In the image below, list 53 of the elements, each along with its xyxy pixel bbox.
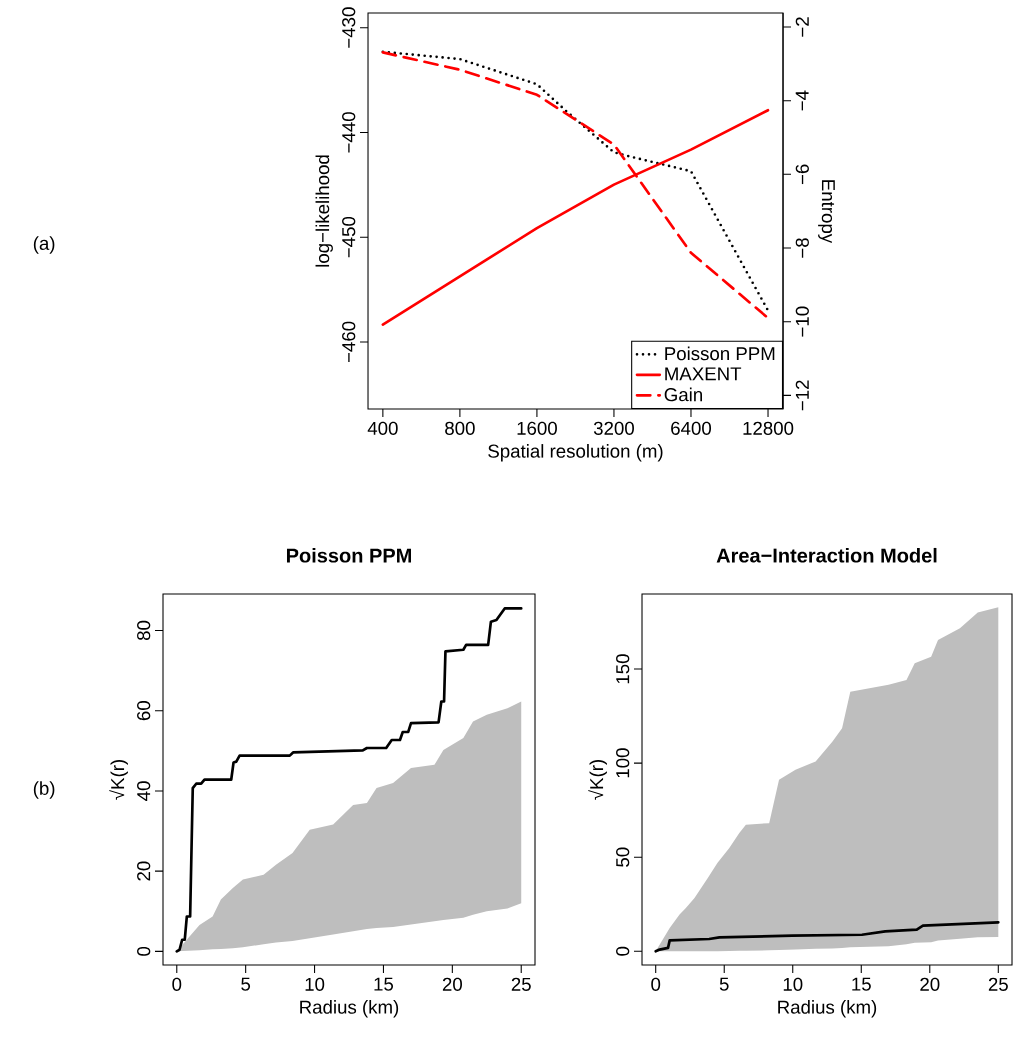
chart-title: Poisson PPM — [287, 547, 411, 563]
x-tick-label: 0 — [172, 977, 182, 991]
x-tick-label: 6400 — [671, 421, 712, 435]
y-tick-label: −430 — [342, 7, 356, 48]
y-axis-title: √K(r) — [109, 759, 128, 800]
y-tick-label: 0 — [616, 946, 630, 956]
x-axis-title: Radius (km) — [300, 1000, 399, 1018]
y2-tick-label: −8 — [795, 238, 809, 258]
x-tick-label: 400 — [367, 421, 398, 435]
legend-label: Gain — [664, 387, 702, 402]
x-tick-label: 12800 — [743, 421, 794, 435]
y-tick-label: 50 — [616, 847, 630, 867]
y-tick-label: 0 — [137, 946, 151, 956]
x-tick-label: 5 — [241, 977, 251, 991]
x-tick-label: 10 — [783, 977, 803, 991]
x-tick-label: 20 — [920, 977, 940, 991]
y2-tick-label: −6 — [795, 164, 809, 185]
line-series — [654, 920, 1000, 953]
y-tick-label: 80 — [137, 620, 151, 641]
x-tick-label: 3200 — [593, 421, 634, 435]
y2-tick-label: −12 — [795, 380, 809, 411]
chart-title: Area−Interaction Model — [716, 547, 937, 563]
legend-label: Poisson PPM — [665, 346, 775, 361]
y2-tick-label: −10 — [795, 306, 809, 337]
x-tick-label: 800 — [445, 421, 475, 435]
x-tick-label: 10 — [305, 977, 325, 991]
text: (b) — [33, 781, 55, 799]
y-axis-title: log−likelihood — [315, 155, 333, 267]
x-tick-label: 20 — [442, 977, 462, 991]
y2-tick-label: −2 — [795, 17, 809, 37]
x-tick-label: 5 — [719, 977, 729, 991]
x-tick-label: 0 — [651, 977, 661, 991]
x-tick-label: 15 — [852, 977, 871, 991]
y-tick-label: 100 — [616, 748, 630, 778]
y-tick-label: 20 — [137, 861, 151, 881]
x-tick-label: 25 — [511, 977, 531, 991]
y-tick-label: −440 — [342, 112, 356, 153]
y2-axis-title: Entropy — [818, 180, 835, 244]
x-axis-title: Spatial resolution (m) — [488, 444, 663, 462]
x-tick-label: 1600 — [517, 421, 557, 435]
y-tick-label: 40 — [137, 781, 151, 801]
y-tick-label: −450 — [342, 216, 356, 258]
text: (a) — [33, 236, 55, 254]
y-tick-label: 60 — [137, 701, 151, 721]
y-tick-label: −460 — [342, 321, 356, 363]
x-tick-label: 25 — [988, 977, 1008, 991]
y-axis-title: √K(r) — [588, 759, 607, 800]
y2-tick-label: −4 — [795, 90, 809, 111]
line-series — [175, 607, 523, 953]
x-tick-label: 15 — [374, 977, 394, 991]
y-tick-label: 150 — [616, 654, 630, 684]
x-axis-title: Radius (km) — [778, 1000, 877, 1018]
legend-label: MAXENT — [665, 367, 742, 381]
